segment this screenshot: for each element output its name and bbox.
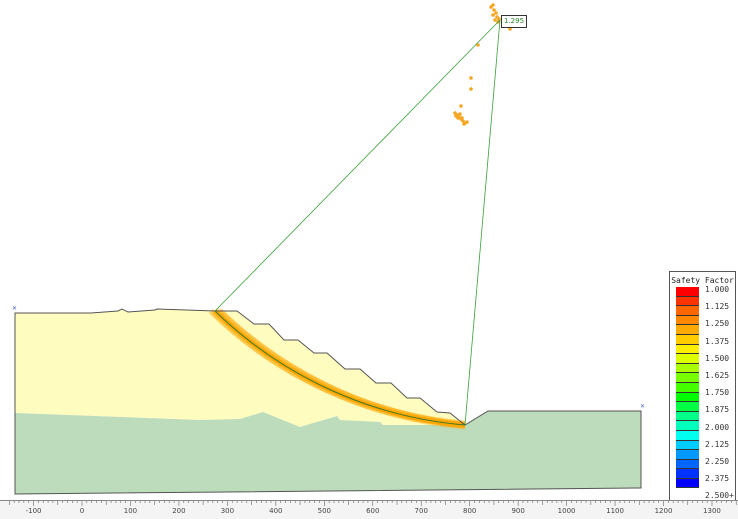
legend-label: 1.500 (705, 353, 730, 363)
ruler-tick-label: 300 (220, 507, 235, 515)
legend-label: 2.375 (705, 474, 730, 484)
legend-label: 2.000 (705, 422, 730, 432)
ruler-tick-label: 400 (269, 507, 283, 515)
legend-band (676, 411, 699, 422)
critical-radius-left (214, 19, 501, 312)
ruler-tick-label: -100 (25, 507, 42, 515)
safety-factor-legend: Safety Factor 1.000 1.125 1.250 1.375 1.500 1… (669, 271, 736, 501)
grid-point (494, 11, 498, 15)
external-boundary (14, 308, 642, 495)
grid-point (458, 112, 462, 116)
legend-label: 1.000 (705, 285, 730, 294)
grid-point (454, 114, 458, 118)
grid-point (469, 87, 473, 91)
ruler-tick-label: 0 (79, 507, 85, 515)
legend-band (676, 325, 699, 335)
ruler-tick-label: 600 (366, 507, 380, 515)
legend-label: 2.125 (705, 439, 730, 449)
critical-slip-surface (214, 310, 466, 426)
ruler-tick-label: 800 (462, 507, 477, 515)
ruler-tick-label: 1000 (557, 507, 576, 515)
horizontal-ruler: -100 0 100 200 300 400 500 600 700 800 900 1000 1100… (0, 500, 738, 519)
left-boundary-marker: ✕ (12, 305, 17, 312)
legend-band (676, 334, 699, 345)
critical-radius-right (464, 19, 501, 426)
legend-title: Safety Factor (671, 276, 734, 285)
model-canvas[interactable]: ✕ ✕ (0, 0, 738, 500)
legend-label: 2.250 (705, 457, 730, 466)
legend-band (676, 344, 699, 355)
ruler-tick-label: 100 (123, 507, 138, 515)
grid-point (491, 3, 495, 7)
legend-band (676, 421, 699, 431)
grid-point (465, 120, 469, 124)
critical-safety-factor-label: 1.295 (501, 15, 528, 28)
grid-point (491, 13, 495, 17)
legend-band (676, 363, 699, 374)
grid-point (497, 17, 501, 21)
legend-band (676, 402, 699, 412)
grid-point (476, 43, 480, 47)
legend-label: 1.750 (705, 388, 730, 398)
legend-band (676, 287, 699, 297)
legend-label: 1.375 (705, 336, 730, 346)
grid-point (459, 104, 463, 108)
legend-band (676, 354, 699, 364)
legend-band (676, 450, 699, 460)
legend-band (676, 296, 699, 307)
grid-point (508, 27, 512, 31)
legend-band (676, 306, 699, 316)
legend-label: 2.500+ (705, 491, 734, 501)
legend-band (676, 478, 699, 489)
legend-band (676, 440, 699, 451)
ruler-tick-label: 1200 (654, 507, 673, 515)
legend-band (676, 459, 699, 470)
legend-label: 1.125 (705, 302, 730, 312)
material-lower-soil (15, 411, 641, 494)
grid-point (469, 76, 473, 80)
ruler-tick-label: 500 (317, 507, 331, 515)
legend-band (676, 392, 699, 403)
grid-point (493, 18, 497, 22)
grid-point (462, 122, 466, 126)
legend-band (676, 430, 699, 441)
grid-point (492, 8, 496, 12)
legend-label: 1.625 (705, 371, 730, 380)
legend-band (676, 315, 699, 326)
legend-label: 1.875 (705, 405, 730, 415)
legend-color-bands (676, 287, 699, 489)
right-boundary-marker: ✕ (640, 403, 645, 410)
legend-band (676, 469, 699, 479)
legend-label: 1.250 (705, 319, 730, 329)
legend-band (676, 373, 699, 383)
ruler-tick-label: 200 (172, 507, 186, 515)
legend-band (676, 382, 699, 393)
ruler-tick-label: 1100 (606, 507, 624, 515)
ruler-tick-label: 700 (414, 507, 428, 515)
ruler-tick-label: 1300 (703, 507, 721, 515)
grid-point (460, 116, 464, 120)
ruler-tick-label: 900 (511, 507, 525, 515)
